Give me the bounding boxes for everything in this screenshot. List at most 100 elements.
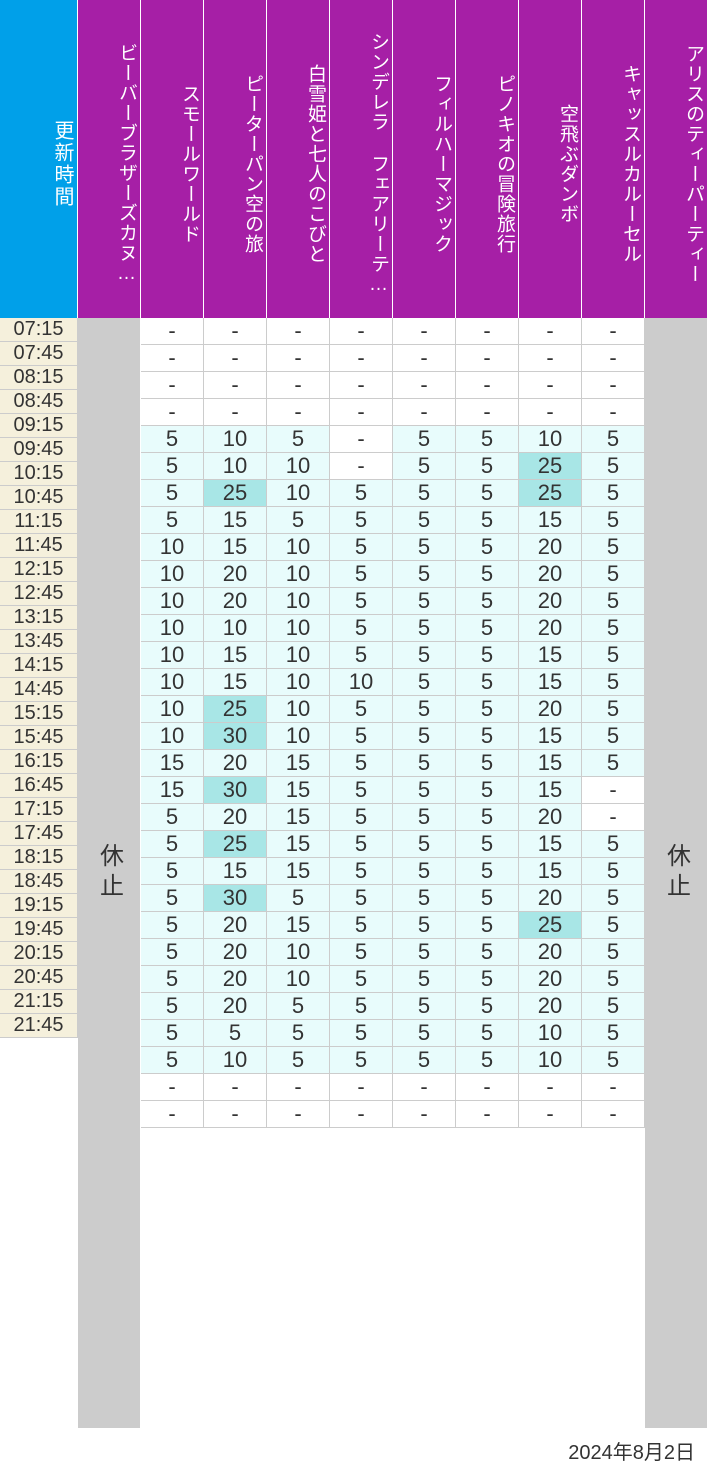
wait-time-cell: -	[519, 1101, 582, 1128]
wait-time-cell: -	[204, 318, 267, 345]
wait-time-cell: 5	[456, 777, 519, 804]
wait-time-cell: 10	[141, 561, 204, 588]
wait-time-cell: 5	[582, 642, 645, 669]
wait-time-cell: 5	[393, 1020, 456, 1047]
wait-time-cell: 5	[582, 453, 645, 480]
time-cell: 11:45	[0, 534, 78, 558]
wait-time-cell: -	[582, 1074, 645, 1101]
wait-time-cell: 15	[267, 750, 330, 777]
attraction-header-9: アリスのティーパーティー	[645, 0, 708, 318]
wait-time-cell: 5	[330, 1047, 393, 1074]
wait-time-cell: 5	[393, 696, 456, 723]
wait-time-cell: -	[519, 318, 582, 345]
wait-time-cell: -	[456, 318, 519, 345]
wait-time-cell: 20	[519, 804, 582, 831]
wait-time-cell: -	[141, 372, 204, 399]
wait-time-cell: 5	[267, 507, 330, 534]
wait-time-cell: -	[330, 1074, 393, 1101]
time-cell: 11:15	[0, 510, 78, 534]
wait-time-cell: 5	[393, 939, 456, 966]
data-column-6: ----555555555555555555555555--	[456, 318, 519, 1428]
wait-time-cell: -	[267, 399, 330, 426]
time-cell: 15:15	[0, 702, 78, 726]
wait-time-cell: 5	[393, 912, 456, 939]
wait-time-cell: -	[330, 453, 393, 480]
wait-time-cell: 5	[456, 993, 519, 1020]
wait-time-cell: 20	[204, 912, 267, 939]
wait-time-cell: -	[330, 372, 393, 399]
time-cell: 17:45	[0, 822, 78, 846]
wait-time-cell: -	[456, 1074, 519, 1101]
time-cell: 08:45	[0, 390, 78, 414]
wait-time-cell: 5	[393, 858, 456, 885]
wait-time-cell: 5	[204, 1020, 267, 1047]
wait-time-cell: 10	[204, 1047, 267, 1074]
wait-time-cell: 5	[141, 1047, 204, 1074]
wait-time-cell: 5	[582, 912, 645, 939]
wait-time-cell: 5	[582, 1020, 645, 1047]
closed-label: 休止	[78, 318, 140, 1428]
wait-time-cell: 5	[456, 480, 519, 507]
wait-time-cell: 10	[141, 669, 204, 696]
wait-time-cell: 5	[393, 804, 456, 831]
wait-time-cell: 5	[141, 912, 204, 939]
time-cell: 09:15	[0, 414, 78, 438]
wait-time-cell: 5	[582, 480, 645, 507]
time-cell: 07:15	[0, 318, 78, 342]
wait-time-cell: 5	[393, 561, 456, 588]
wait-time-cell: 10	[267, 939, 330, 966]
wait-time-cell: 5	[141, 426, 204, 453]
wait-time-cell: 5	[330, 723, 393, 750]
wait-time-cell: 5	[456, 696, 519, 723]
time-cell: 20:15	[0, 942, 78, 966]
wait-time-cell: 20	[204, 993, 267, 1020]
time-cell: 13:15	[0, 606, 78, 630]
wait-time-cell: 5	[582, 831, 645, 858]
data-column-4: ------55555551055555555555555--	[330, 318, 393, 1428]
wait-time-cell: 5	[393, 1047, 456, 1074]
wait-time-cell: 5	[393, 750, 456, 777]
wait-time-cell: 15	[267, 777, 330, 804]
wait-time-cell: 15	[519, 750, 582, 777]
wait-time-cell: 20	[519, 615, 582, 642]
wait-time-cell: -	[204, 1101, 267, 1128]
time-cell: 19:45	[0, 918, 78, 942]
wait-time-cell: -	[204, 1074, 267, 1101]
wait-time-cell: 5	[393, 453, 456, 480]
data-column-8: ----5555555555555--555555555--	[582, 318, 645, 1428]
wait-time-cell: 20	[204, 588, 267, 615]
wait-time-cell: 15	[204, 669, 267, 696]
time-cell: 21:15	[0, 990, 78, 1014]
wait-time-cell: -	[267, 345, 330, 372]
time-cell: 12:45	[0, 582, 78, 606]
attraction-header-5: フィルハーマジック	[393, 0, 456, 318]
wait-time-cell: 20	[519, 561, 582, 588]
wait-time-cell: -	[267, 1101, 330, 1128]
wait-time-cell: 5	[141, 453, 204, 480]
data-body: 07:1507:4508:1508:4509:1509:4510:1510:45…	[0, 318, 710, 1428]
wait-time-cell: -	[582, 1101, 645, 1128]
wait-time-cell: 10	[267, 723, 330, 750]
wait-time-cell: 20	[204, 750, 267, 777]
wait-time-cell: 15	[519, 507, 582, 534]
wait-time-cell: -	[330, 345, 393, 372]
wait-time-cell: 5	[330, 642, 393, 669]
wait-time-cell: 25	[519, 453, 582, 480]
wait-time-cell: 5	[330, 885, 393, 912]
wait-time-cell: 10	[267, 696, 330, 723]
wait-time-cell: -	[393, 345, 456, 372]
wait-time-cell: -	[330, 1101, 393, 1128]
wait-time-cell: 5	[141, 1020, 204, 1047]
time-cell: 16:15	[0, 750, 78, 774]
wait-time-cell: 15	[267, 804, 330, 831]
wait-time-cell: 5	[456, 1020, 519, 1047]
wait-time-cell: -	[582, 399, 645, 426]
wait-time-cell: -	[519, 345, 582, 372]
wait-time-cell: 15	[519, 723, 582, 750]
wait-time-cell: 10	[141, 723, 204, 750]
wait-time-cell: 20	[519, 534, 582, 561]
wait-time-cell: 5	[267, 1020, 330, 1047]
wait-time-cell: -	[393, 1101, 456, 1128]
wait-time-cell: -	[456, 399, 519, 426]
wait-time-cell: 5	[582, 534, 645, 561]
